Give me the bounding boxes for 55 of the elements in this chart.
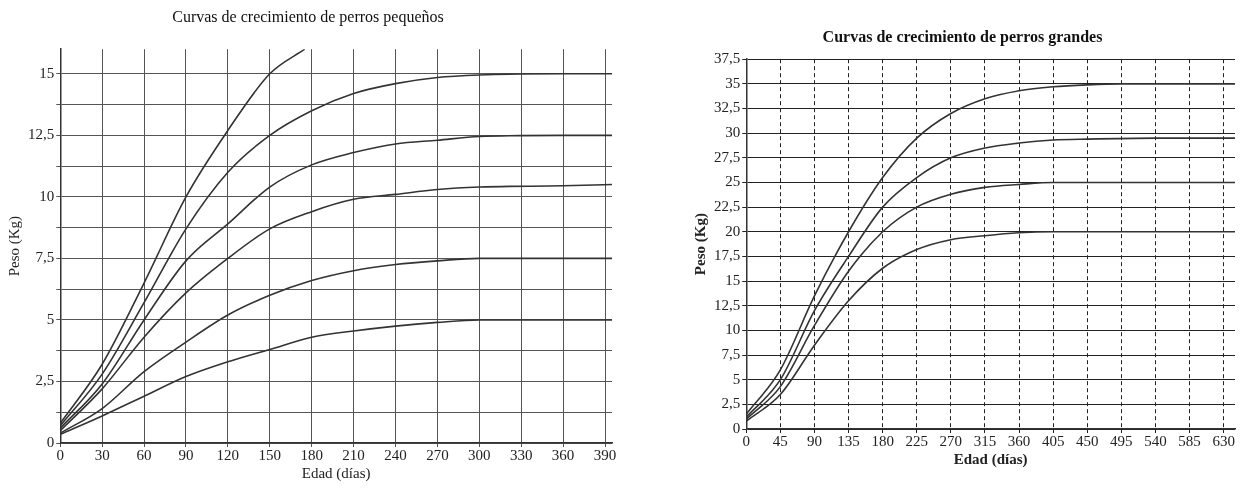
y-tick-label: 2,5 <box>35 372 55 389</box>
x-tick-label: 360 <box>1007 432 1031 449</box>
x-tick-label: 450 <box>1075 432 1099 449</box>
x-axis-title: Edad (días) <box>301 464 371 482</box>
y-tick-label: 0 <box>732 419 741 436</box>
x-tick-label: 630 <box>1212 432 1235 449</box>
x-tick-label: 180 <box>300 446 323 463</box>
y-tick-label: 27,5 <box>714 148 741 165</box>
x-tick-label: 45 <box>772 432 788 449</box>
x-tick-label: 360 <box>551 446 575 463</box>
x-tick-label: 180 <box>871 432 894 449</box>
x-tick-label: 150 <box>258 446 282 463</box>
x-tick-label: 330 <box>509 446 533 463</box>
x-tick-label: 270 <box>939 432 963 449</box>
chart-title: Curvas de crecimiento de perros pequeños <box>172 7 444 26</box>
x-tick-label: 390 <box>593 446 617 463</box>
x-tick-label: 585 <box>1178 432 1201 449</box>
y-axis-title: Peso (Kg) <box>5 215 23 277</box>
x-tick-label: 300 <box>468 446 491 463</box>
y-tick-label: 15 <box>725 272 741 289</box>
y-tick-label: 5 <box>732 370 741 387</box>
x-tick-label: 135 <box>837 432 860 449</box>
y-tick-label: 20 <box>725 222 741 239</box>
x-axis-title: Edad (días) <box>953 450 1028 468</box>
y-tick-label: 12,5 <box>28 126 55 143</box>
x-tick-label: 90 <box>178 446 194 463</box>
y-tick-label: 32,5 <box>714 99 741 116</box>
x-tick-label: 60 <box>136 446 152 463</box>
y-tick-label: 7,5 <box>721 345 741 362</box>
x-tick-label: 240 <box>384 446 407 463</box>
x-tick-label: 495 <box>1110 432 1133 449</box>
y-tick-label: 17,5 <box>714 247 741 264</box>
y-tick-label: 12,5 <box>714 296 741 313</box>
y-tick-label: 10 <box>39 187 55 204</box>
x-tick-label: 315 <box>973 432 997 449</box>
y-axis-title: Peso (Kg) <box>691 213 709 276</box>
y-tick-label: 5 <box>46 310 55 327</box>
x-tick-label: 270 <box>426 446 449 463</box>
x-tick-label: 30 <box>94 446 110 463</box>
y-tick-label: 35 <box>725 74 741 91</box>
chart-title: Curvas de crecimiento de perros grandes <box>822 27 1103 46</box>
y-tick-label: 2,5 <box>721 395 741 412</box>
y-tick-label: 7,5 <box>35 249 55 266</box>
y-tick-label: 10 <box>725 321 741 338</box>
y-tick-label: 22,5 <box>714 198 741 215</box>
x-tick-label: 540 <box>1144 432 1167 449</box>
y-tick-label: 30 <box>725 124 741 141</box>
y-tick-label: 15 <box>39 64 55 81</box>
x-tick-label: 210 <box>342 446 365 463</box>
x-tick-label: 120 <box>216 446 240 463</box>
x-tick-label: 90 <box>806 432 822 449</box>
y-tick-label: 25 <box>725 173 741 190</box>
x-tick-label: 225 <box>905 432 928 449</box>
y-tick-label: 37,5 <box>714 50 741 67</box>
x-tick-label: 405 <box>1041 432 1065 449</box>
